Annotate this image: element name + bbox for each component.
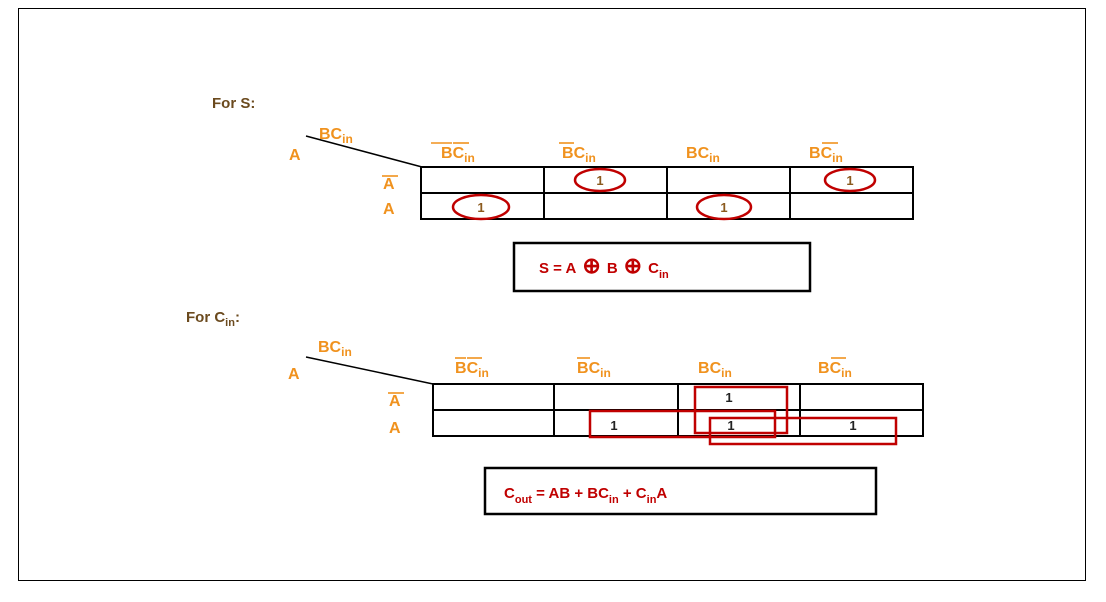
svg-text:1: 1 [720,200,727,215]
s-cell-minterm-7: 1 [695,193,753,221]
svg-text:BCin: BCin [441,145,475,165]
s-col-header-0: BCin [431,142,475,165]
cout-col-header-2: BCin [698,360,732,380]
svg-text:BCin: BCin [686,145,720,165]
s-col-header-2: BCin [686,145,720,165]
svg-text:BCin: BCin [809,145,843,165]
svg-text:A: A [389,393,401,410]
cout-row-header-1: A [389,420,401,437]
svg-text:BCin: BCin [562,145,596,165]
cout-cell-minterm-3: 1 [725,390,732,405]
cout-cell-minterm-5: 1 [610,418,617,433]
cout-section-title: For Cin: [186,309,240,329]
s-corner-row-label: A [289,147,301,164]
cout-col-header-0: BCin [455,357,489,380]
s-cell-minterm-1: 1 [573,167,627,193]
cout-col-header-1: BCin [577,357,611,380]
svg-text:1: 1 [477,200,484,215]
cout-row-header-0: A [388,392,404,410]
svg-text:BCin: BCin [577,360,611,380]
svg-text:A: A [383,176,395,193]
s-row-header-0: A [382,175,398,193]
s-cell-minterm-2: 1 [823,167,877,193]
s-equation-box: S = A ⊕ B ⊕ Cin [512,241,812,293]
s-corner-col-label: BCin [319,126,353,146]
s-equation: S = A ⊕ B ⊕ Cin [539,253,669,281]
cout-col-header-3: BCin [818,357,852,380]
s-row-header-1: A [383,201,395,218]
group-ab [708,416,898,446]
cout-corner-row-label: A [288,366,300,383]
svg-text:1: 1 [846,173,853,188]
cout-corner-col-label: BCin [318,339,352,359]
svg-text:BCin: BCin [455,360,489,380]
cout-corner-diagonal [305,356,434,385]
cout-equation-box: Cout = AB + BCin + CinA [483,466,878,516]
svg-text:BCin: BCin [818,360,852,380]
s-kmap-grid [420,166,914,220]
cout-equation: Cout = AB + BCin + CinA [504,485,667,506]
svg-text:BCin: BCin [698,360,732,380]
s-col-header-3: BCin [809,142,843,165]
s-cell-minterm-4: 1 [451,193,511,221]
s-section-title: For S: [212,95,255,112]
s-corner-diagonal [305,135,423,168]
svg-text:1: 1 [596,173,603,188]
group-acin [588,409,777,439]
s-col-header-1: BCin [559,142,596,165]
cout-cell-minterm-6: 1 [849,418,856,433]
cout-cell-minterm-7: 1 [727,418,734,433]
